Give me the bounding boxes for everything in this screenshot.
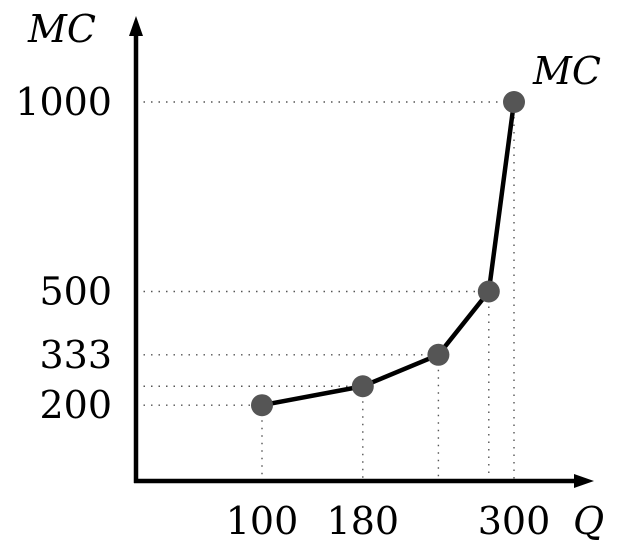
y-tick-label: 200 [39, 383, 112, 427]
y-axis-arrowhead [129, 16, 143, 36]
y-tick-label: 500 [39, 270, 112, 314]
data-point-4 [503, 91, 525, 113]
mc-curve-line [259, 99, 517, 408]
data-point-1 [351, 375, 374, 398]
axes [129, 16, 594, 488]
data-point-2 [427, 343, 450, 366]
x-tick-label: 100 [226, 499, 299, 541]
data-point-3 [477, 280, 500, 303]
data-points [251, 91, 525, 417]
y-tick-label: 1000 [15, 80, 112, 124]
series-label-mc: MC [532, 49, 601, 93]
y-axis-label: MC [27, 7, 96, 51]
x-axis-label: Q [573, 499, 604, 541]
data-point-0 [251, 394, 273, 417]
x-tick-label: 300 [478, 499, 551, 541]
tick-labels: 1000 500 333 200 100 180 300 [15, 80, 550, 541]
x-tick-label: 180 [327, 499, 400, 541]
y-tick-label: 333 [39, 333, 112, 377]
guide-lines [136, 101, 515, 481]
x-axis-arrowhead [574, 474, 594, 488]
